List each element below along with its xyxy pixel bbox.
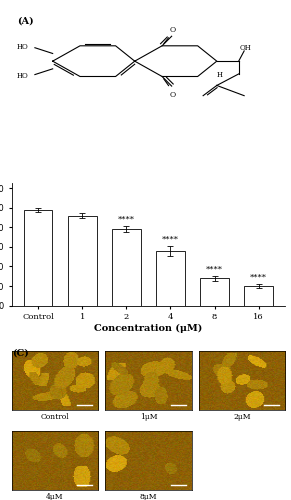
Bar xyxy=(112,230,141,306)
Bar xyxy=(200,278,229,305)
Bar xyxy=(68,216,97,306)
Text: HO: HO xyxy=(16,72,28,80)
Text: (A): (A) xyxy=(17,16,34,26)
X-axis label: 2μM: 2μM xyxy=(233,413,251,421)
Text: OH: OH xyxy=(240,44,252,52)
Text: O: O xyxy=(170,26,176,34)
X-axis label: Concentration (μM): Concentration (μM) xyxy=(94,324,203,333)
Bar xyxy=(156,251,185,306)
Text: ****: **** xyxy=(118,216,135,224)
X-axis label: 1μM: 1μM xyxy=(140,413,157,421)
X-axis label: 8μM: 8μM xyxy=(140,493,157,500)
X-axis label: Control: Control xyxy=(41,413,69,421)
Text: (C): (C) xyxy=(12,348,29,357)
Text: ****: **** xyxy=(250,274,267,281)
Bar xyxy=(24,210,52,306)
X-axis label: 4μM: 4μM xyxy=(46,493,64,500)
Text: O: O xyxy=(170,90,176,98)
Text: H: H xyxy=(217,72,223,80)
Text: ****: **** xyxy=(206,266,223,274)
Text: ****: **** xyxy=(162,236,179,244)
Bar xyxy=(244,286,273,306)
Text: HO: HO xyxy=(16,43,28,51)
